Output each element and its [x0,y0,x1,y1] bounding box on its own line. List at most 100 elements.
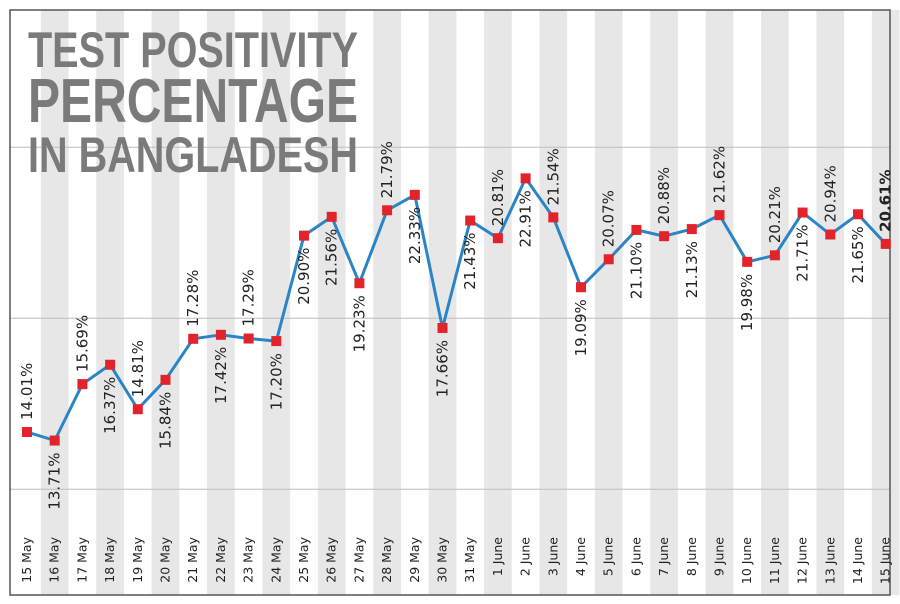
data-point [548,212,559,223]
value-label: 17.29% [240,269,258,326]
x-tick-label: 25 May [296,536,311,582]
data-point [409,189,420,200]
column-band [96,10,124,595]
data-point [354,278,365,289]
data-point [188,333,199,344]
data-point [603,254,614,265]
column-band [207,10,235,595]
value-label: 15.84% [157,392,175,449]
data-point [686,224,697,235]
value-label: 14.01% [18,363,36,420]
value-label: 21.10% [627,242,645,299]
x-tick-label: 29 May [407,536,422,582]
value-label: 17.28% [184,270,202,327]
data-point [105,359,116,370]
x-tick-label: 11 June [767,537,782,584]
value-label: 13.71% [46,453,64,510]
x-tick-label: 10 June [739,537,754,584]
column-band [650,10,678,595]
data-point [714,210,725,221]
x-tick-label: 28 May [379,536,394,582]
value-label: 21.54% [544,148,562,205]
column-band [373,10,401,595]
x-tick-label: 6 June [628,537,643,576]
value-label: 20.94% [821,165,839,222]
data-point [49,435,60,446]
column-bands [40,10,900,595]
x-tick-label: 23 May [241,536,256,582]
x-tick-label: 2 June [518,537,533,576]
x-tick-label: 5 June [601,537,616,576]
value-label: 20.88% [655,167,673,224]
x-tick-label: 19 May [130,536,145,582]
data-point [215,329,226,340]
column-band [816,10,845,595]
value-label: 21.65% [849,226,867,283]
x-tick-label: 8 June [684,537,699,576]
data-point [77,379,88,390]
x-tick-label: 16 May [47,536,62,582]
x-tick-label: 9 June [712,537,727,576]
data-point [382,205,393,216]
data-point [326,211,337,222]
column-band [871,10,900,595]
value-label: 21.13% [683,241,701,298]
series-line [26,176,887,442]
x-tick-label: 20 May [158,536,173,582]
column-band [705,10,734,595]
title-line-1: TEST POSITIVITY [28,22,358,78]
column-band [428,10,457,595]
data-point [520,173,531,184]
x-tick-label: 27 May [351,536,366,582]
data-point [465,215,476,226]
data-point [880,238,891,249]
value-label: 20.90% [295,248,313,305]
value-label: 21.62% [711,146,729,203]
x-tick-label: 15 June [878,537,893,584]
data-point [299,230,309,241]
data-point [631,224,642,235]
data-point [243,333,254,344]
value-label: 22.33% [406,207,424,264]
value-labels: 14.01% 13.71% 15.69% 16.37% 14.81% 15.84% 17.2… [18,141,895,510]
value-label: 15.69% [73,315,91,372]
data-point [853,209,863,220]
data-point [437,322,448,333]
value-label: 17.20% [267,353,285,410]
value-label: 21.56% [323,229,341,286]
title-line-3: IN BANGLADESH [28,127,358,183]
value-label: 21.79% [378,141,396,198]
series-group [22,173,891,446]
value-label: 17.42% [212,347,230,404]
value-label: 19.23% [350,295,368,352]
x-tick-label: 13 June [822,537,837,584]
x-tick-label: 14 June [850,537,865,584]
column-band [539,10,568,595]
data-point [659,231,670,242]
value-label: 20.61% [877,169,895,231]
value-label: 20.81% [489,169,507,226]
x-tick-labels: 15 May 16 May 17 May 18 May 19 May 20 May 21 M… [19,536,893,584]
chart-frame [9,9,891,596]
x-tick-label: 17 May [74,536,89,582]
x-tick-label: 21 May [185,536,200,582]
value-label: 20.21% [766,186,784,243]
data-point [160,374,171,385]
data-point [492,233,503,244]
x-tick-label: 15 May [19,536,34,582]
value-label: 22.91% [517,190,535,247]
value-label: 21.43% [461,233,479,290]
data-point [769,250,780,261]
value-label: 14.81% [129,340,147,397]
data-point [797,207,808,218]
x-tick-label: 24 May [268,536,283,582]
x-tick-label: 4 June [573,537,588,576]
data-point [22,427,32,437]
title-line-2: PERCENTAGE [28,67,358,136]
column-band [151,10,180,595]
x-tick-label: 30 May [435,536,450,582]
chart-title: TEST POSITIVITY PERCENTAGE IN BANGLADESH [28,22,358,183]
data-point [132,404,143,415]
x-tick-label: 18 May [102,536,117,582]
